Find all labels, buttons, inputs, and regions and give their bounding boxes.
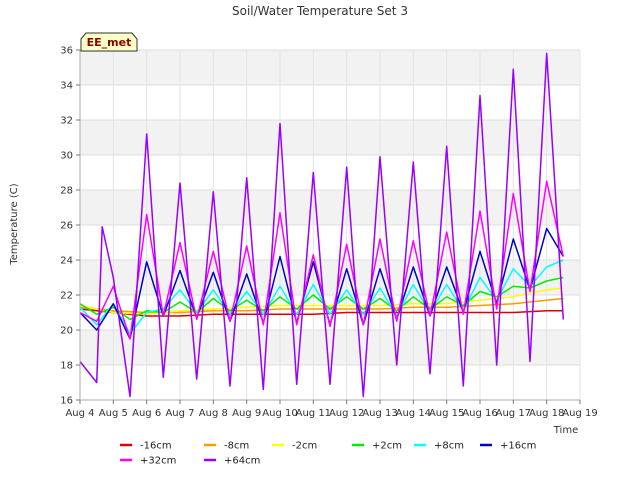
chart-title: Soil/Water Temperature Set 3 — [232, 4, 408, 18]
series-line-plus64cm — [79, 52, 565, 398]
y-axis-title: Temperature (C) — [9, 183, 20, 265]
legend: -16cm -8cm -2cm +2cm +8cm +16cm +32cm +64cm — [120, 441, 536, 467]
series-layer — [79, 52, 565, 398]
y-tick-label: 22 — [60, 291, 73, 302]
x-tick-label: Aug 8 — [199, 408, 228, 419]
x-tick-label: Aug 5 — [99, 408, 128, 419]
tick-labels: 16 18 20 22 24 26 28 30 32 34 36 Aug 4 Aug 5 Aug 6 Aug… — [60, 46, 597, 420]
site-label: EE_met — [87, 36, 132, 49]
legend-label-minus16cm: -16cm — [140, 441, 172, 452]
y-tick-label: 18 — [60, 361, 73, 372]
x-tick-label: Aug 19 — [562, 408, 597, 419]
y-tick-label: 24 — [60, 256, 73, 267]
y-tick-label: 26 — [60, 221, 73, 232]
series-line-plus2cm — [79, 276, 564, 321]
x-tick-label: Aug 15 — [429, 408, 464, 419]
legend-label-plus16cm: +16cm — [500, 441, 536, 452]
y-tick-label: 16 — [60, 396, 73, 407]
legend-label-plus2cm: +2cm — [372, 441, 402, 452]
x-tick-label: Aug 18 — [529, 408, 564, 419]
background-band — [80, 260, 580, 295]
y-tick-label: 36 — [60, 46, 73, 57]
series-line-plus32cm — [79, 180, 565, 340]
y-tick-label: 28 — [60, 186, 73, 197]
x-tick-label: Aug 13 — [362, 408, 397, 419]
y-tick-label: 20 — [60, 326, 73, 337]
background-band — [80, 120, 580, 155]
legend-label-plus64cm: +64cm — [224, 456, 260, 467]
x-tick-label: Aug 6 — [132, 408, 161, 419]
background-band — [80, 190, 580, 225]
x-tick-label: Aug 9 — [232, 408, 261, 419]
legend-label-minus2cm: -2cm — [292, 441, 317, 452]
x-axis-title: Time — [553, 425, 578, 436]
x-tick-label: Aug 10 — [262, 408, 297, 419]
legend-label-plus8cm: +8cm — [434, 441, 464, 452]
x-tick-label: Aug 11 — [296, 408, 331, 419]
x-tick-label: Aug 14 — [396, 408, 431, 419]
legend-label-plus32cm: +32cm — [140, 456, 176, 467]
y-tick-label: 32 — [60, 116, 73, 127]
background-band — [80, 330, 580, 365]
x-tick-label: Aug 17 — [496, 408, 531, 419]
x-tick-label: Aug 7 — [165, 408, 194, 419]
background-band — [80, 50, 580, 85]
x-tick-label: Aug 16 — [462, 408, 497, 419]
x-tick-label: Aug 4 — [65, 408, 94, 419]
series-line-plus8cm — [79, 259, 564, 335]
site-label-box: EE_met — [80, 32, 138, 52]
legend-label-minus8cm: -8cm — [224, 441, 249, 452]
y-tick-label: 34 — [60, 81, 73, 92]
x-tick-label: Aug 12 — [329, 408, 364, 419]
y-tick-label: 30 — [60, 151, 73, 162]
